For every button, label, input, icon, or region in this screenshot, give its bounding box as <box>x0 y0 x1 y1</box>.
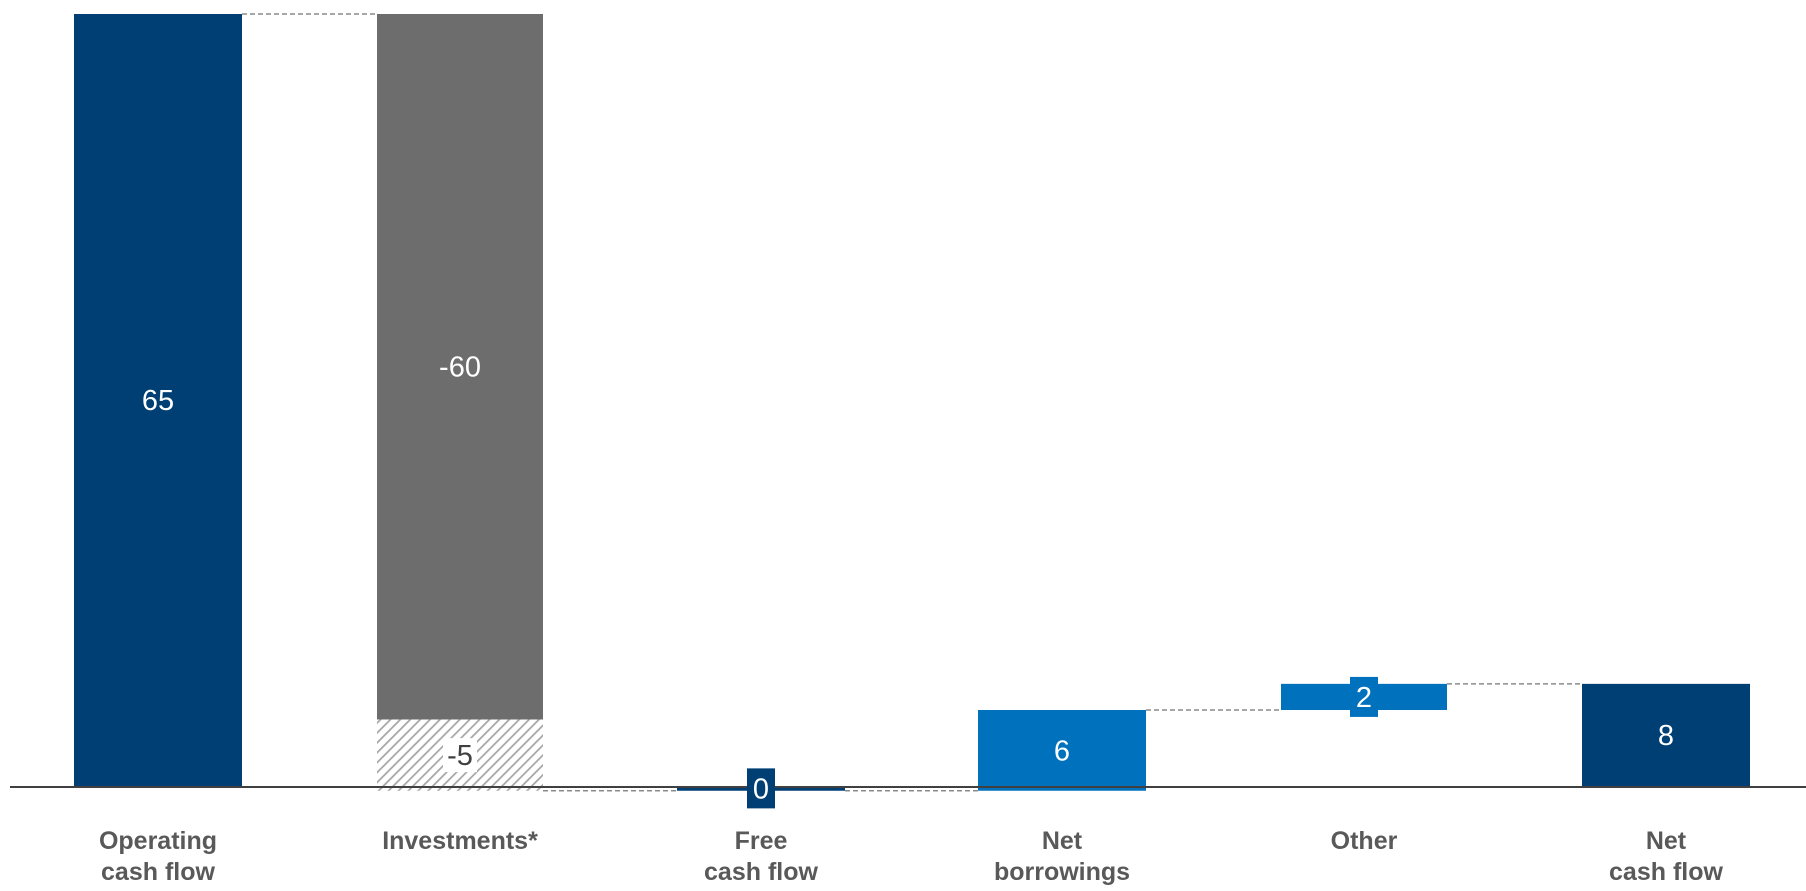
value-label-text: 6 <box>1054 735 1070 767</box>
category-label-line: Other <box>1331 827 1398 855</box>
bar-segment <box>377 14 543 720</box>
category-label: Investments* <box>382 827 538 855</box>
value-label-text: -60 <box>439 352 481 384</box>
value-label-text: 8 <box>1658 720 1674 752</box>
connector-lines <box>242 13 1582 792</box>
category-label-line: cash flow <box>704 858 818 886</box>
value-label: 6 <box>1054 735 1070 767</box>
category-label: Net borrowings <box>994 827 1130 886</box>
category-label: Net cash flow <box>1609 827 1723 886</box>
category-label-line: Net <box>1042 827 1083 855</box>
value-label: 0 <box>747 768 775 809</box>
category-label-line: cash flow <box>1609 858 1723 886</box>
value-label-text: 65 <box>142 385 174 417</box>
category-label-line: Operating <box>99 827 217 855</box>
bar-segment <box>74 14 242 786</box>
category-label-line: borrowings <box>994 858 1130 886</box>
category-label: Operating cash flow <box>99 827 217 886</box>
category-label-line: Investments* <box>382 827 538 855</box>
bars <box>74 14 1750 791</box>
value-label: 8 <box>1658 720 1674 752</box>
category-labels: Operating cash flow Investments* Free cash f… <box>99 827 1724 886</box>
bar-segment <box>978 709 1146 791</box>
value-label: 2 <box>1350 676 1378 717</box>
value-label: -5 <box>443 738 477 773</box>
value-label-text: 0 <box>753 773 769 805</box>
value-labels: 65 -60 -5 0 6 2 8 <box>142 352 1674 809</box>
value-label: -60 <box>439 352 481 384</box>
category-label-line: Net <box>1646 827 1687 855</box>
category-label: Free cash flow <box>704 827 818 886</box>
value-label: 65 <box>142 385 174 417</box>
value-label-box <box>1350 676 1378 717</box>
bar-segment <box>1582 683 1750 786</box>
value-label-box <box>747 768 775 809</box>
category-label: Other <box>1331 827 1398 855</box>
value-label-box <box>443 738 477 773</box>
value-label-text: -5 <box>447 740 473 772</box>
value-label-text: 2 <box>1356 682 1372 714</box>
category-label-line: cash flow <box>101 858 215 886</box>
category-label-line: Free <box>735 827 788 855</box>
